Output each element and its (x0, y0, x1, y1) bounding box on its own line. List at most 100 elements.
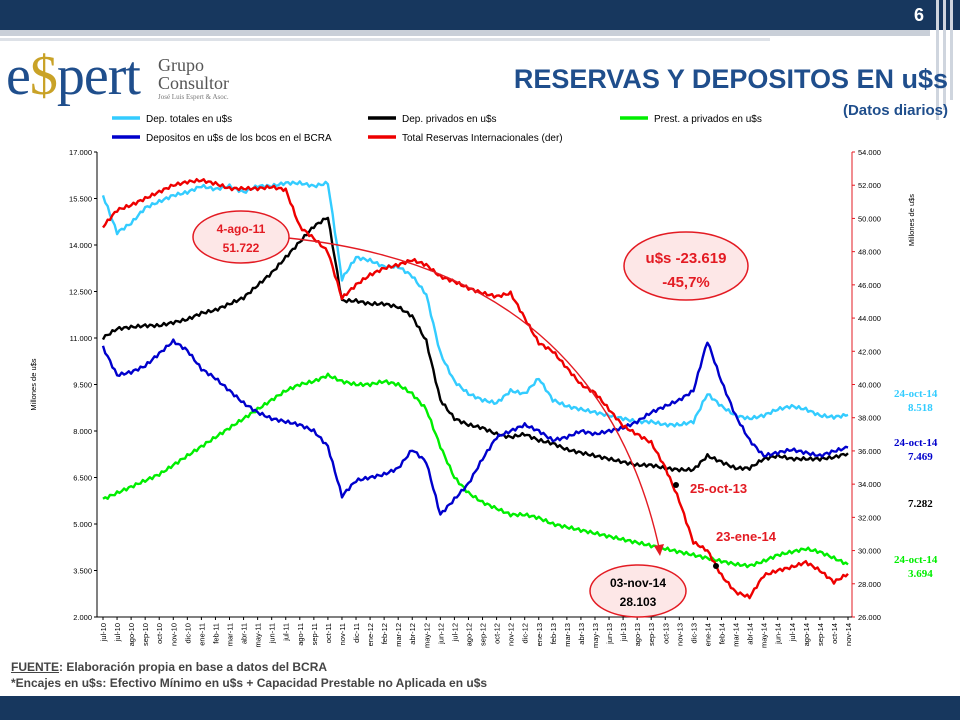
legend-label: Depositos en u$s de los bcos en el BCRA (146, 133, 332, 144)
x-tick-label: may-13 (591, 623, 600, 648)
legend-label: Dep. totales en u$s (146, 114, 232, 125)
bottom-bar (0, 696, 960, 720)
end-label-date: 24-oct-14 (894, 554, 938, 566)
x-tick-label: ene-12 (366, 623, 375, 646)
x-tick-label: may-14 (760, 623, 769, 648)
y2-tick-label: 26.000 (858, 613, 881, 622)
x-tick-label: sep-12 (479, 623, 488, 646)
y2-tick-label: 28.000 (858, 580, 881, 589)
y2-axis-title: Millones de u$s (907, 194, 916, 246)
legend-label: Prest. a privados en u$s (654, 114, 762, 125)
x-tick-label: dic-12 (521, 623, 530, 643)
x-tick-label: abr-13 (577, 623, 586, 645)
x-tick-label: jul-13 (619, 623, 628, 642)
page-number: 6 (913, 5, 924, 25)
x-tick-label: nov-14 (844, 623, 853, 646)
y-tick-label: 9.500 (73, 381, 92, 390)
y-tick-label: 15.500 (69, 195, 92, 204)
x-tick-label: ene-11 (197, 623, 206, 646)
x-tick-label: sep-11 (310, 623, 319, 645)
x-tick-label: dic-11 (352, 623, 361, 643)
x-tick-label: oct-13 (661, 623, 670, 644)
end-label-value: 7.469 (908, 451, 933, 463)
x-tick-label: jun-13 (605, 623, 614, 645)
source-note: FUENTE: Elaboración propia en base a dat… (11, 660, 328, 674)
peak-date: 4-ago-11 (217, 222, 266, 236)
series-line (102, 178, 849, 600)
y2-tick-label: 54.000 (858, 148, 881, 157)
x-tick-label: ago-13 (633, 623, 642, 646)
page-subtitle: (Datos diarios) (842, 102, 948, 119)
y-tick-label: 17.000 (69, 148, 92, 157)
y2-tick-label: 50.000 (858, 214, 881, 223)
change-amount: u$s -23.619 (646, 250, 727, 267)
end-label-date: 24-oct-14 (894, 388, 938, 400)
x-tick-label: ene-14 (703, 623, 712, 646)
peak-ellipse (192, 210, 290, 264)
x-tick-label: dic-13 (689, 623, 698, 643)
legend-label: Total Reservas Internacionales (der) (402, 133, 563, 144)
trough-value: 28.103 (620, 595, 657, 609)
x-tick-label: ene-13 (535, 623, 544, 646)
y2-tick-label: 42.000 (858, 347, 881, 356)
end-label-value: 7.282 (908, 498, 933, 510)
peak-value: 51.722 (223, 241, 260, 255)
x-tick-label: jun-14 (774, 623, 783, 645)
x-tick-label: feb-14 (717, 623, 726, 644)
decline-arrow (287, 237, 661, 553)
mid-label-2: 23-ene-14 (716, 529, 777, 544)
x-tick-label: ago-11 (296, 623, 305, 646)
x-tick-label: feb-13 (549, 623, 558, 644)
x-tick-label: oct-14 (830, 623, 839, 644)
x-tick-label: ago-10 (127, 623, 136, 646)
y2-tick-label: 40.000 (858, 381, 881, 390)
x-tick-label: jul-12 (450, 623, 459, 642)
x-tick-label: sep-10 (141, 623, 150, 646)
y2-tick-label: 36.000 (858, 447, 881, 456)
y2-tick-label: 32.000 (858, 513, 881, 522)
chart-series (101, 178, 849, 600)
y2-tick-label: 30.000 (858, 547, 881, 556)
y2-tick-label: 46.000 (858, 281, 881, 290)
x-tick-label: mar-12 (394, 623, 403, 647)
mid-marker-2 (713, 563, 719, 569)
x-tick-label: mar-14 (732, 623, 741, 647)
x-tick-label: nov-13 (675, 623, 684, 646)
x-tick-label: ago-12 (464, 623, 473, 646)
y-axis-title: Millones de u$s (29, 358, 38, 410)
x-tick-label: may-11 (254, 623, 263, 647)
y2-tick-label: 44.000 (858, 314, 881, 323)
footnote: *Encajes en u$s: Efectivo Mínimo en u$s … (11, 676, 488, 690)
x-tick-label: jun-12 (436, 623, 445, 645)
x-tick-label: oct-12 (493, 623, 502, 644)
y-tick-label: 14.000 (69, 241, 92, 250)
x-tick-label: sep-14 (816, 623, 825, 646)
y-tick-label: 12.500 (69, 288, 92, 297)
y2-tick-label: 34.000 (858, 480, 881, 489)
x-tick-label: may-12 (422, 623, 431, 648)
change-pct: -45,7% (662, 274, 710, 291)
x-tick-label: mar-13 (563, 623, 572, 647)
end-label-date: 24-oct-14 (894, 437, 938, 449)
legend-label: Dep. privados en u$s (402, 114, 497, 125)
x-tick-label: abr-12 (408, 623, 417, 645)
mid-label-1: 25-oct-13 (690, 481, 747, 496)
x-tick-label: jun-11 (268, 623, 277, 644)
y2-tick-label: 48.000 (858, 248, 881, 257)
chart-annotations: 4-ago-11 51.722 u$s -23.619 -45,7% 03-nov-14… (192, 210, 938, 618)
trough-ellipse (589, 564, 687, 618)
top-divider (0, 30, 930, 36)
top-bar (0, 0, 960, 30)
trough-date: 03-nov-14 (610, 576, 666, 590)
series-line (101, 338, 849, 516)
arrow-head (654, 544, 664, 556)
y-tick-label: 6.500 (73, 474, 92, 483)
change-ellipse (623, 231, 749, 301)
y-tick-label: 2.000 (73, 613, 92, 622)
x-tick-label: feb-11 (211, 623, 220, 644)
x-tick-label: sep-13 (647, 623, 656, 646)
x-tick-label: oct-10 (155, 623, 164, 644)
x-tick-label: ago-14 (802, 623, 811, 646)
x-tick-label: nov-10 (169, 623, 178, 646)
x-tick-label: jul-10 (113, 623, 122, 642)
